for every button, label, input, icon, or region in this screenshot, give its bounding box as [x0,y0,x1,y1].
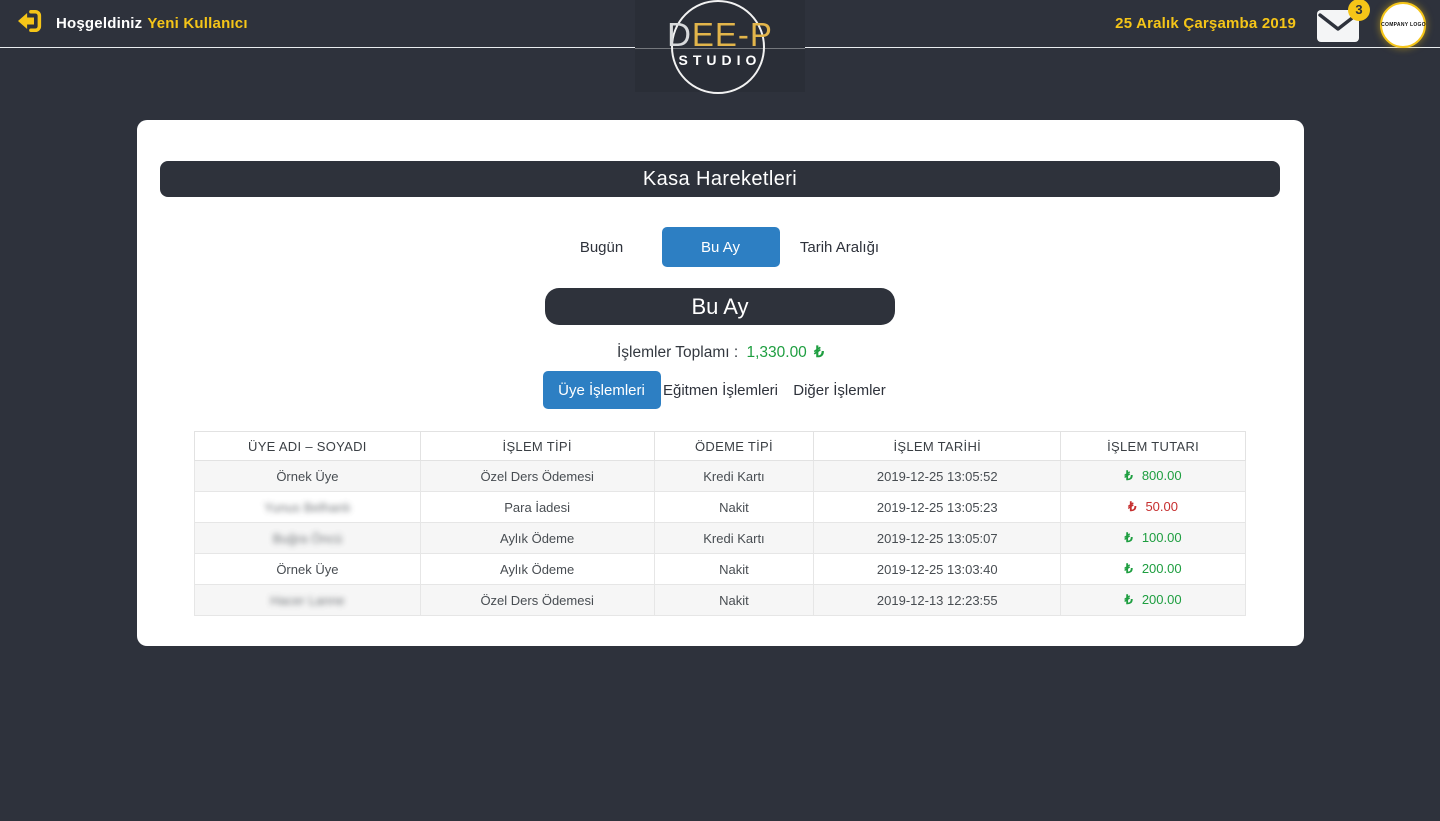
member-name: Örnek Üye [194,460,421,492]
col-header-transaction-type: İŞLEM TİPİ [419,431,655,461]
table-header-row: ÜYE ADI – SOYADI İŞLEM TİPİ ÖDEME TİPİ İ… [194,431,1246,461]
messages-button[interactable]: 3 [1316,0,1370,43]
table-row: Hacer Lanne Özel Ders Ödemesi Nakit 2019… [194,584,1246,616]
current-date: 25 Aralık Çarşamba 2019 [1115,15,1296,32]
tab-tarih-araligi[interactable]: Tarih Aralığı [781,227,899,267]
lira-icon: ₺ [1124,468,1133,483]
envelope-icon [1316,9,1360,47]
transaction-amount: ₺ 800.00 [1060,460,1246,492]
amount-value: 200.00 [1141,561,1182,576]
transaction-type: Özel Ders Ödemesi [419,584,655,616]
brand-subtitle: STUDIO [678,52,762,68]
total-label: İşlemler Toplamı : [616,344,739,361]
category-tabs: Üye İşlemleri Eğitmen İşlemleri Diğer İş… [137,371,1304,409]
selected-period-heading: Bu Ay [545,288,895,325]
payment-type: Nakit [653,491,815,523]
company-logo[interactable]: COMPANY LOGO [1380,1,1426,48]
payment-type: Nakit [653,584,815,616]
transaction-date: 2019-12-25 13:05:52 [813,460,1062,492]
payment-type: Nakit [653,553,815,585]
col-header-amount: İŞLEM TUTARI [1060,431,1246,461]
brand-name-gold: EE-P [691,16,773,53]
topbar-left: Hoşgeldiniz Yeni Kullanıcı [14,9,248,39]
transaction-date: 2019-12-13 12:23:55 [813,584,1062,616]
transaction-type: Özel Ders Ödemesi [419,460,655,492]
transaction-type: Para İadesi [419,491,655,523]
transaction-date: 2019-12-25 13:05:23 [813,491,1062,523]
payment-type: Kredi Kartı [653,460,815,492]
topbar-right: 25 Aralık Çarşamba 2019 3 COMPANY LOGO [1115,0,1426,48]
tab-uye-islemleri[interactable]: Üye İşlemleri [542,371,661,409]
cash-movements-panel: Kasa Hareketleri Bugün Bu Ay Tarih Aralı… [137,120,1304,646]
tab-label: Tarih Aralığı [799,238,880,256]
lira-icon: ₺ [1124,592,1133,607]
col-header-member: ÜYE ADI – SOYADI [194,431,421,461]
lira-icon: ₺ [1128,499,1137,514]
tab-diger-islemler[interactable]: Diğer İşlemler [781,371,899,409]
company-logo-text: COMPANY LOGO [1381,21,1426,28]
tab-label: Bu Ay [701,238,740,256]
brand-name-gray: D [667,16,692,53]
amount-value: 200.00 [1141,592,1182,607]
table-row: Örnek Üye Özel Ders Ödemesi Kredi Kartı … [194,460,1246,492]
transaction-type: Aylık Ödeme [419,522,655,554]
tab-egitmen-islemleri[interactable]: Eğitmen İşlemleri [662,371,780,409]
lira-icon: ₺ [1124,561,1133,576]
brand-name: DEE-P [635,16,805,54]
logout-arrow-icon [14,6,44,41]
member-name: Buğra Öncü [194,522,421,554]
payment-type: Kredi Kartı [653,522,815,554]
transactions-table: ÜYE ADI – SOYADI İŞLEM TİPİ ÖDEME TİPİ İ… [194,431,1246,616]
transaction-type: Aylık Ödeme [419,553,655,585]
table-row: Örnek Üye Aylık Ödeme Nakit 2019-12-25 1… [194,553,1246,585]
brand-logo: DEE-P STUDIO [635,0,805,94]
amount-value: 50.00 [1145,499,1178,514]
member-name: Örnek Üye [194,553,421,585]
tab-label: Eğitmen İşlemleri [662,381,779,399]
lira-icon: ₺ [814,344,824,361]
total-value: 1,330.00 [746,344,807,361]
page-title: Kasa Hareketleri [160,161,1280,197]
transaction-amount: ₺ 100.00 [1060,522,1246,554]
current-user-name: Yeni Kullanıcı [147,15,248,32]
transaction-date: 2019-12-25 13:05:07 [813,522,1062,554]
col-header-date: İŞLEM TARİHİ [813,431,1062,461]
period-tabs: Bugün Bu Ay Tarih Aralığı [137,227,1304,267]
tab-label: Bugün [579,238,624,256]
welcome-label: Hoşgeldiniz [56,15,143,32]
tab-bugun[interactable]: Bugün [543,227,661,267]
unread-count-badge: 3 [1348,0,1370,21]
tab-bu-ay[interactable]: Bu Ay [661,227,780,267]
logout-button[interactable] [14,9,44,39]
col-header-payment-type: ÖDEME TİPİ [653,431,815,461]
transactions-total: İşlemler Toplamı : 1,330.00 ₺ [137,343,1304,362]
transaction-date: 2019-12-25 13:03:40 [813,553,1062,585]
brand-logo-circle [671,0,765,94]
amount-value: 100.00 [1141,530,1182,545]
welcome-text: Hoşgeldiniz Yeni Kullanıcı [56,15,248,32]
tab-label: Üye İşlemleri [558,381,645,399]
table-row: Yunus Belhanlı Para İadesi Nakit 2019-12… [194,491,1246,523]
member-name: Yunus Belhanlı [194,491,421,523]
member-name: Hacer Lanne [194,584,421,616]
transaction-amount: ₺ 50.00 [1060,491,1246,523]
table-row: Buğra Öncü Aylık Ödeme Kredi Kartı 2019-… [194,522,1246,554]
transaction-amount: ₺ 200.00 [1060,553,1246,585]
amount-value: 800.00 [1141,468,1182,483]
tab-label: Diğer İşlemler [793,381,886,399]
transaction-amount: ₺ 200.00 [1060,584,1246,616]
lira-icon: ₺ [1124,530,1133,545]
